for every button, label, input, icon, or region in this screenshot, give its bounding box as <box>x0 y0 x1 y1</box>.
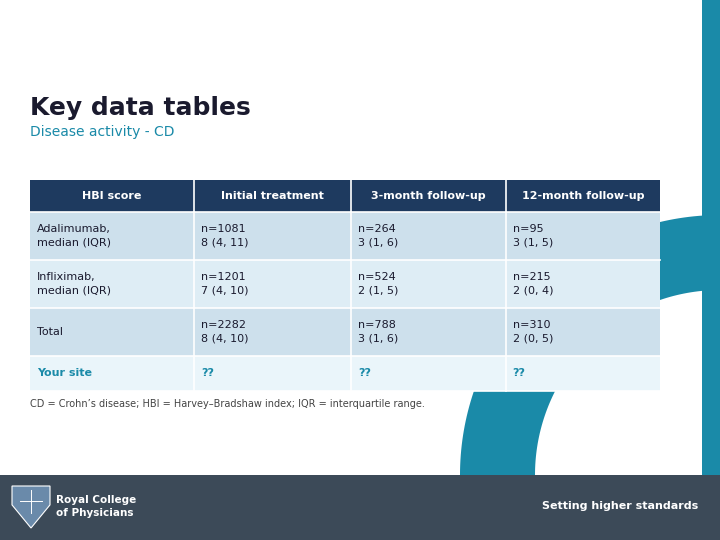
Bar <box>30 212 660 260</box>
Text: n=2282
8 (4, 10): n=2282 8 (4, 10) <box>201 320 248 343</box>
Text: Your site: Your site <box>37 368 92 379</box>
Text: Key data tables: Key data tables <box>30 96 251 120</box>
Text: n=215
2 (0, 4): n=215 2 (0, 4) <box>513 272 553 295</box>
Text: Total: Total <box>37 327 63 337</box>
Text: n=310
2 (0, 5): n=310 2 (0, 5) <box>513 320 553 343</box>
Text: HBI score: HBI score <box>82 191 142 201</box>
Text: n=95
3 (1, 5): n=95 3 (1, 5) <box>513 225 553 248</box>
Bar <box>702 0 720 475</box>
Bar <box>30 356 660 391</box>
Bar <box>30 260 660 308</box>
Text: Infliximab,
median (IQR): Infliximab, median (IQR) <box>37 272 111 295</box>
Text: n=524
2 (1, 5): n=524 2 (1, 5) <box>359 272 399 295</box>
Text: n=1201
7 (4, 10): n=1201 7 (4, 10) <box>201 272 248 295</box>
Text: n=1081
8 (4, 11): n=1081 8 (4, 11) <box>201 225 248 248</box>
Text: 12-month follow-up: 12-month follow-up <box>521 191 644 201</box>
Text: CD = Crohn’s disease; HBI = Harvey–Bradshaw index; IQR = interquartile range.: CD = Crohn’s disease; HBI = Harvey–Brads… <box>30 399 425 409</box>
Text: ??: ?? <box>513 368 526 379</box>
Polygon shape <box>12 486 50 528</box>
Bar <box>30 308 660 356</box>
Text: ??: ?? <box>201 368 214 379</box>
Text: Disease activity - CD: Disease activity - CD <box>30 125 174 139</box>
Text: Initial treatment: Initial treatment <box>221 191 324 201</box>
Text: 3-month follow-up: 3-month follow-up <box>372 191 486 201</box>
Text: Adalimumab,
median (IQR): Adalimumab, median (IQR) <box>37 225 111 248</box>
Text: n=788
3 (1, 6): n=788 3 (1, 6) <box>359 320 399 343</box>
Text: Setting higher standards: Setting higher standards <box>542 501 698 511</box>
Text: n=264
3 (1, 6): n=264 3 (1, 6) <box>359 225 399 248</box>
Text: ??: ?? <box>359 368 372 379</box>
Text: Royal College
of Physicians: Royal College of Physicians <box>56 495 136 518</box>
Polygon shape <box>460 215 708 475</box>
Bar <box>0 475 720 540</box>
Bar <box>30 180 660 212</box>
